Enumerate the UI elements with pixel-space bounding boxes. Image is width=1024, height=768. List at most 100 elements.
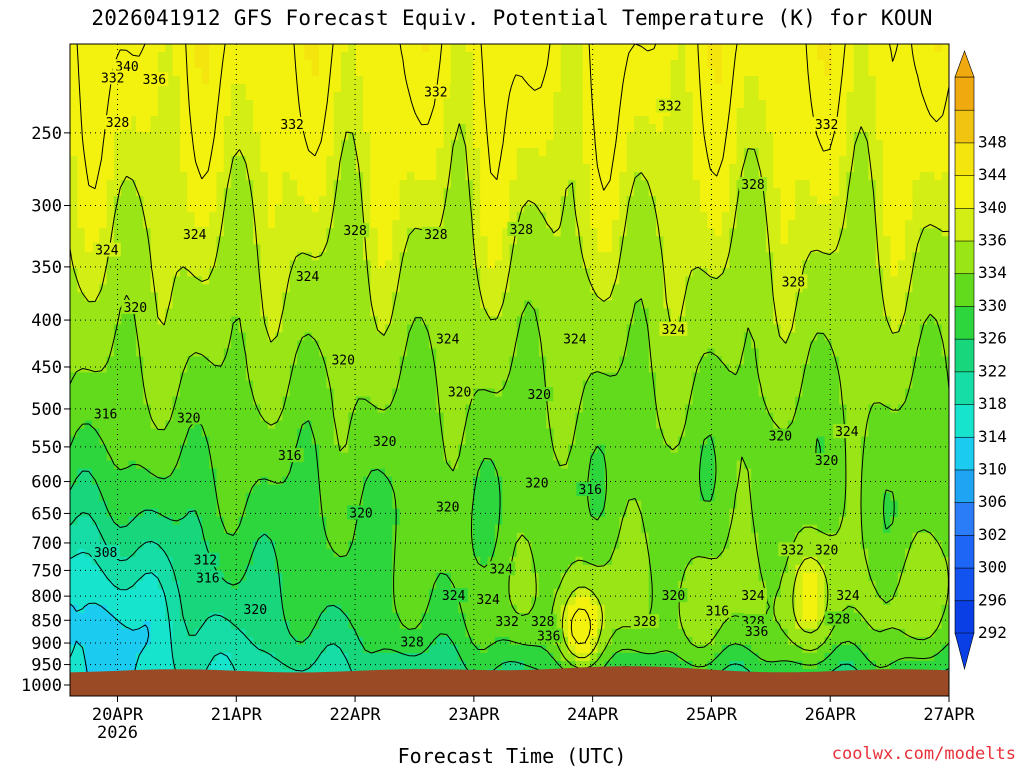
band-cell <box>421 380 430 390</box>
band-cell <box>428 292 437 301</box>
band-cell <box>304 420 313 430</box>
band-cell <box>135 540 144 550</box>
band-cell <box>143 516 152 526</box>
band-cell <box>165 412 174 422</box>
band-cell <box>231 492 240 502</box>
band-cell <box>77 388 86 398</box>
band-cell <box>326 132 335 141</box>
band-cell <box>157 380 166 390</box>
band-cell <box>209 252 218 261</box>
band-cell <box>260 292 269 301</box>
band-cell <box>70 268 78 277</box>
band-cell <box>348 236 357 245</box>
band-cell <box>341 340 349 350</box>
band-cell <box>406 564 415 574</box>
band-cell <box>194 252 203 261</box>
band-cell <box>289 100 298 109</box>
band-cell <box>165 348 174 358</box>
band-cell <box>494 92 503 101</box>
band-cell <box>377 316 386 326</box>
band-cell <box>333 212 342 221</box>
band-cell <box>238 428 247 438</box>
band-cell <box>223 500 232 510</box>
band-cell <box>135 100 144 109</box>
band-cell <box>157 204 166 213</box>
band-cell <box>333 220 342 229</box>
band-cell <box>392 156 401 165</box>
band-cell <box>363 140 371 149</box>
band-cell <box>319 44 327 53</box>
band-cell <box>326 388 335 398</box>
band-cell <box>165 652 174 662</box>
band-cell <box>348 468 357 478</box>
band-cell <box>494 180 503 189</box>
band-cell <box>172 436 181 446</box>
band-cell <box>487 180 496 189</box>
band-cell <box>194 604 203 614</box>
band-cell <box>187 524 196 534</box>
band-cell <box>494 452 503 462</box>
band-cell <box>450 212 459 221</box>
band-cell <box>135 292 144 301</box>
band-cell <box>377 572 386 582</box>
band-cell <box>450 324 459 334</box>
band-cell <box>319 652 327 662</box>
band-cell <box>494 108 503 117</box>
band-cell <box>355 604 364 614</box>
band-cell <box>245 108 254 117</box>
band-cell <box>304 244 313 253</box>
band-cell <box>414 524 423 534</box>
band-cell <box>428 660 437 670</box>
band-cell <box>194 324 203 334</box>
band-cell <box>260 68 269 77</box>
band-cell <box>70 60 78 69</box>
band-cell <box>135 628 144 638</box>
band-cell <box>487 124 496 133</box>
band-cell <box>106 420 115 430</box>
band-cell <box>201 596 210 606</box>
band-cell <box>91 380 100 390</box>
band-cell <box>428 220 437 229</box>
band-cell <box>201 380 210 390</box>
band-cell <box>157 572 166 582</box>
band-cell <box>143 508 152 518</box>
band-cell <box>187 76 196 85</box>
band-cell <box>341 612 349 622</box>
band-cell <box>267 276 276 285</box>
band-cell <box>201 292 210 301</box>
band-cell <box>421 156 430 165</box>
band-cell <box>216 460 225 470</box>
band-cell <box>275 308 284 318</box>
band-cell <box>392 260 401 269</box>
band-cell <box>201 332 210 342</box>
band-cell <box>363 52 371 61</box>
band-cell <box>99 628 108 638</box>
band-cell <box>516 652 525 662</box>
band-cell <box>194 476 203 486</box>
band-cell <box>201 148 210 157</box>
band-cell <box>406 572 415 582</box>
band-cell <box>363 308 371 318</box>
band-cell <box>91 84 100 93</box>
band-cell <box>172 548 181 558</box>
band-cell <box>319 620 327 630</box>
band-cell <box>223 164 232 173</box>
band-cell <box>304 396 313 406</box>
band-cell <box>494 204 503 213</box>
band-cell <box>179 148 188 157</box>
band-cell <box>128 516 137 526</box>
band-cell <box>406 124 415 133</box>
band-cell <box>304 500 313 510</box>
band-cell <box>201 52 210 61</box>
band-cell <box>201 108 210 117</box>
band-cell <box>363 212 371 221</box>
band-cell <box>128 132 137 141</box>
band-cell <box>304 196 313 205</box>
band-cell <box>150 132 159 141</box>
band-cell <box>487 204 496 213</box>
band-cell <box>450 604 459 614</box>
band-cell <box>209 52 218 61</box>
band-cell <box>84 196 93 205</box>
band-cell <box>450 284 459 293</box>
band-cell <box>135 212 144 221</box>
